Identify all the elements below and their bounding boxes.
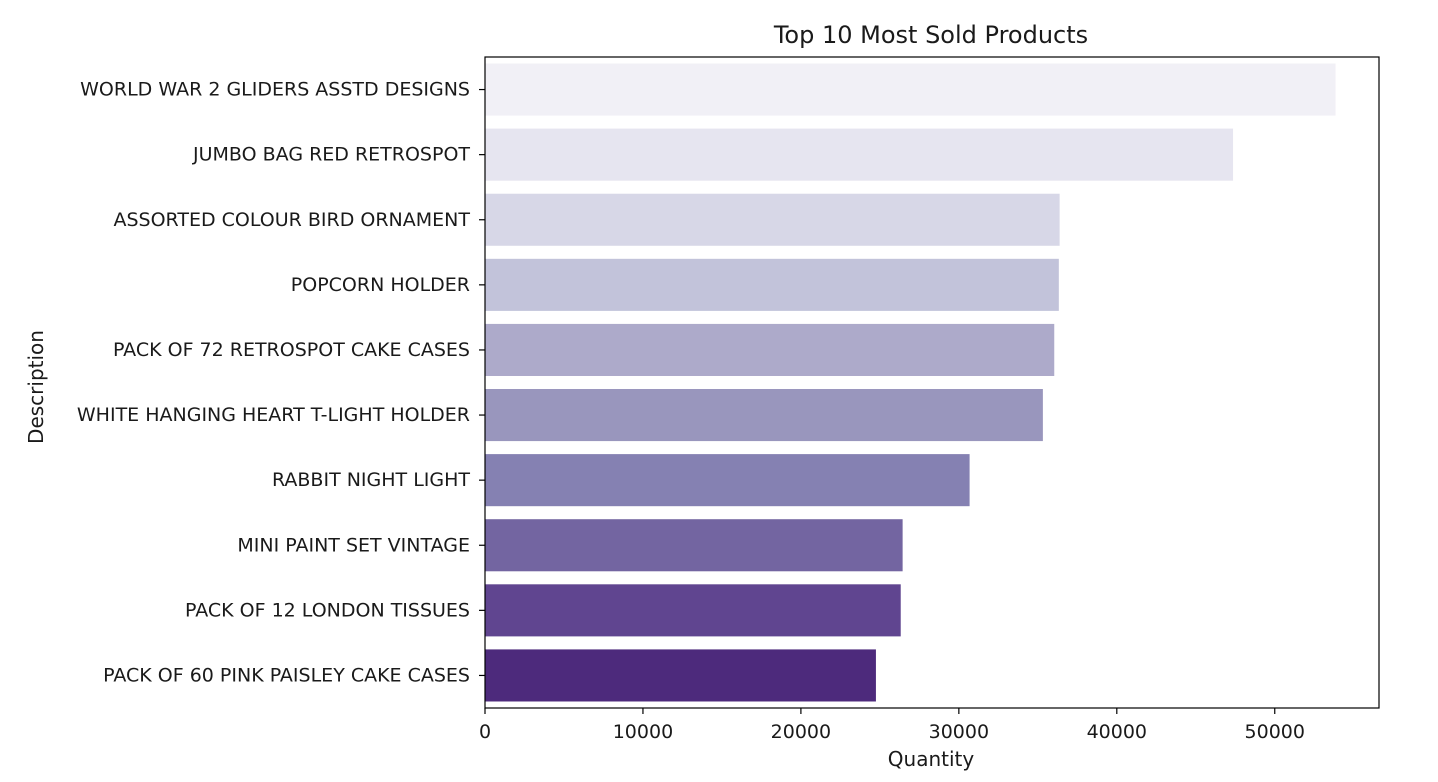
y-tick-label: RABBIT NIGHT LIGHT bbox=[272, 469, 470, 491]
y-tick-label: ASSORTED COLOUR BIRD ORNAMENT bbox=[113, 209, 470, 231]
bar bbox=[485, 323, 1055, 376]
y-axis-label: Description bbox=[24, 330, 48, 444]
bar bbox=[485, 63, 1336, 116]
x-tick-label: 0 bbox=[479, 721, 491, 743]
x-tick-label: 10000 bbox=[613, 721, 673, 743]
y-axis-ticks: WORLD WAR 2 GLIDERS ASSTD DESIGNS JUMBO B… bbox=[77, 79, 485, 686]
bars-layer bbox=[485, 63, 1336, 702]
y-tick-label: WORLD WAR 2 GLIDERS ASSTD DESIGNS bbox=[80, 79, 470, 101]
bar bbox=[485, 193, 1060, 246]
y-tick-label: PACK OF 12 LONDON TISSUES bbox=[185, 599, 470, 621]
x-axis-ticks: 0 10000 20000 30000 40000 50000 bbox=[479, 708, 1305, 743]
plot-frame bbox=[484, 56, 1380, 709]
y-tick-label: POPCORN HOLDER bbox=[291, 274, 470, 296]
bar bbox=[485, 519, 903, 572]
bar bbox=[485, 128, 1234, 181]
x-tick-label: 20000 bbox=[771, 721, 831, 743]
y-tick-label: PACK OF 60 PINK PAISLEY CAKE CASES bbox=[103, 664, 470, 686]
chart-title: Top 10 Most Sold Products bbox=[773, 21, 1088, 49]
x-tick-label: 50000 bbox=[1245, 721, 1305, 743]
bar bbox=[485, 649, 876, 702]
x-tick-label: 30000 bbox=[929, 721, 989, 743]
bar bbox=[485, 454, 970, 507]
bar bbox=[485, 584, 901, 637]
y-tick-label: PACK OF 72 RETROSPOT CAKE CASES bbox=[113, 339, 470, 361]
y-tick-label: MINI PAINT SET VINTAGE bbox=[237, 534, 470, 556]
bar bbox=[485, 389, 1043, 442]
x-tick-label: 40000 bbox=[1087, 721, 1147, 743]
y-tick-label: JUMBO BAG RED RETROSPOT bbox=[192, 144, 470, 166]
y-tick-label: WHITE HANGING HEART T-LIGHT HOLDER bbox=[77, 404, 470, 426]
x-axis-label: Quantity bbox=[888, 747, 975, 771]
bar bbox=[485, 258, 1059, 311]
